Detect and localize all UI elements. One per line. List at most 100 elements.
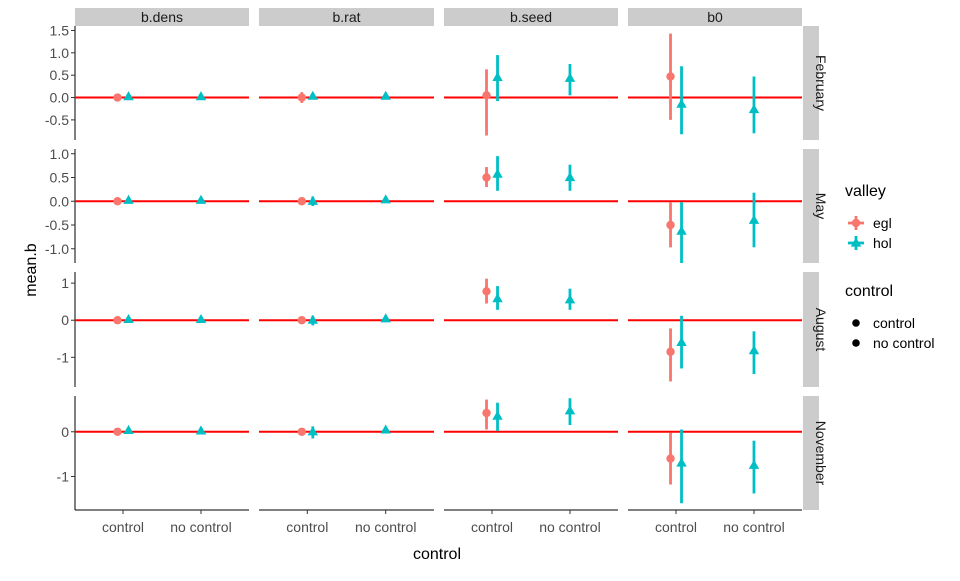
pointrange-hol [564,64,576,96]
point-egl [297,93,306,102]
legend-label: hol [873,235,892,251]
y-tick-label: -1 [57,468,70,484]
pointrange-hol [748,192,760,248]
x-tick-label: control [471,519,513,535]
axes: -0.5 0.0 0.5 1.0 1.5 -1.0 -0.5 0.0 0.5 1.0 -1 0 1 -1 0… [45,22,802,535]
y-tick-label: 0 [61,312,69,328]
pointrange-egl [113,427,122,436]
point-hol [564,405,576,415]
point-hol [748,104,760,114]
pointrange-hol [492,402,503,431]
point-hol [195,194,207,204]
point-egl [666,72,675,81]
reference-lines [75,96,802,433]
legend-title: valley [845,183,886,200]
point-egl [666,454,675,463]
point-egl [482,173,491,182]
y-tick-label: 1.0 [50,45,70,61]
row-strip-label: February [813,55,829,111]
pointrange-egl [666,328,675,382]
y-tick-label: -1 [57,349,70,365]
row-strip-label: May [813,193,829,219]
pointrange-hol [195,91,207,101]
pointrange-hol [123,424,134,434]
pointrange-hol [748,76,760,134]
x-tick-label: no control [539,519,600,535]
pointrange-hol [676,315,687,369]
pointrange-egl [482,399,491,430]
pointrange-hol [492,156,503,191]
legend-key-egl: egl [848,215,892,231]
point-hol [492,168,503,178]
legend-key-control: control [852,315,915,331]
point-egl [482,91,491,100]
pointrange-hol [195,425,207,435]
pointrange-egl [482,278,491,304]
row-strip-label: November [813,421,829,486]
x-tick-label: no control [170,519,231,535]
point-hol [307,90,319,100]
pointrange-egl [113,197,122,206]
legend-point [852,319,860,327]
pointrange-egl [297,197,306,206]
point-egl [297,427,306,436]
point-hol [492,71,503,81]
col-strip-b-rat [259,8,434,26]
x-axis-title: control [413,546,461,563]
point-egl [113,93,122,102]
point-hol [307,195,319,205]
point-egl [113,316,122,325]
point-hol [123,194,134,204]
y-tick-label: -1.0 [45,241,69,257]
facet-strips: b.dens b.rat b.seed b0 February May August Nove… [75,8,829,510]
y-axis-title: mean.b [23,243,40,296]
point-hol [564,294,576,304]
pointrange-hol [492,55,503,102]
pointrange-hol [748,440,760,494]
pointrange-hol [307,90,319,100]
point-hol [123,424,134,434]
pointrange-hol [564,164,576,191]
pointrange-hol [564,398,576,426]
point-egl [297,316,306,325]
legend-key-no-control: no control [852,335,934,351]
legend-label: egl [873,215,892,231]
y-tick-label: 0.5 [50,67,70,83]
pointrange-egl [482,167,491,187]
pointrange-hol [123,91,134,101]
legend-title: control [845,283,893,300]
y-tick-label: 0.0 [50,90,70,106]
row-strip-february [803,26,819,140]
pointrange-hol [195,194,207,204]
point-hol [676,225,687,235]
pointrange-hol [748,331,760,375]
pointrange-egl [666,33,675,120]
y-tick-label: 0.0 [50,193,70,209]
col-strip-label: b.rat [332,9,360,25]
point-hol [676,336,687,347]
pointrange-egl [482,69,491,136]
legend-label: control [873,315,915,331]
row-strip-may [803,149,819,263]
point-hol [380,90,391,100]
point-egl [113,197,122,206]
point-hol [307,426,319,436]
pointrange-hol [380,194,391,204]
pointrange-egl [666,432,675,485]
y-tick-label: 0.5 [50,170,70,186]
point-hol [676,457,687,467]
pointrange-hol [676,429,687,504]
pointrange-hol [676,202,687,263]
col-strip-b-seed [444,8,618,26]
pointrange-egl [297,427,306,436]
pointrange-egl [297,316,306,325]
pointrange-hol [195,313,207,324]
col-strip-label: b0 [707,9,723,25]
point-hol [564,72,576,82]
point-hol [492,293,503,303]
pointrange-egl [666,202,675,248]
y-tick-label: 1.0 [50,146,70,162]
pointrange-egl [113,93,122,102]
